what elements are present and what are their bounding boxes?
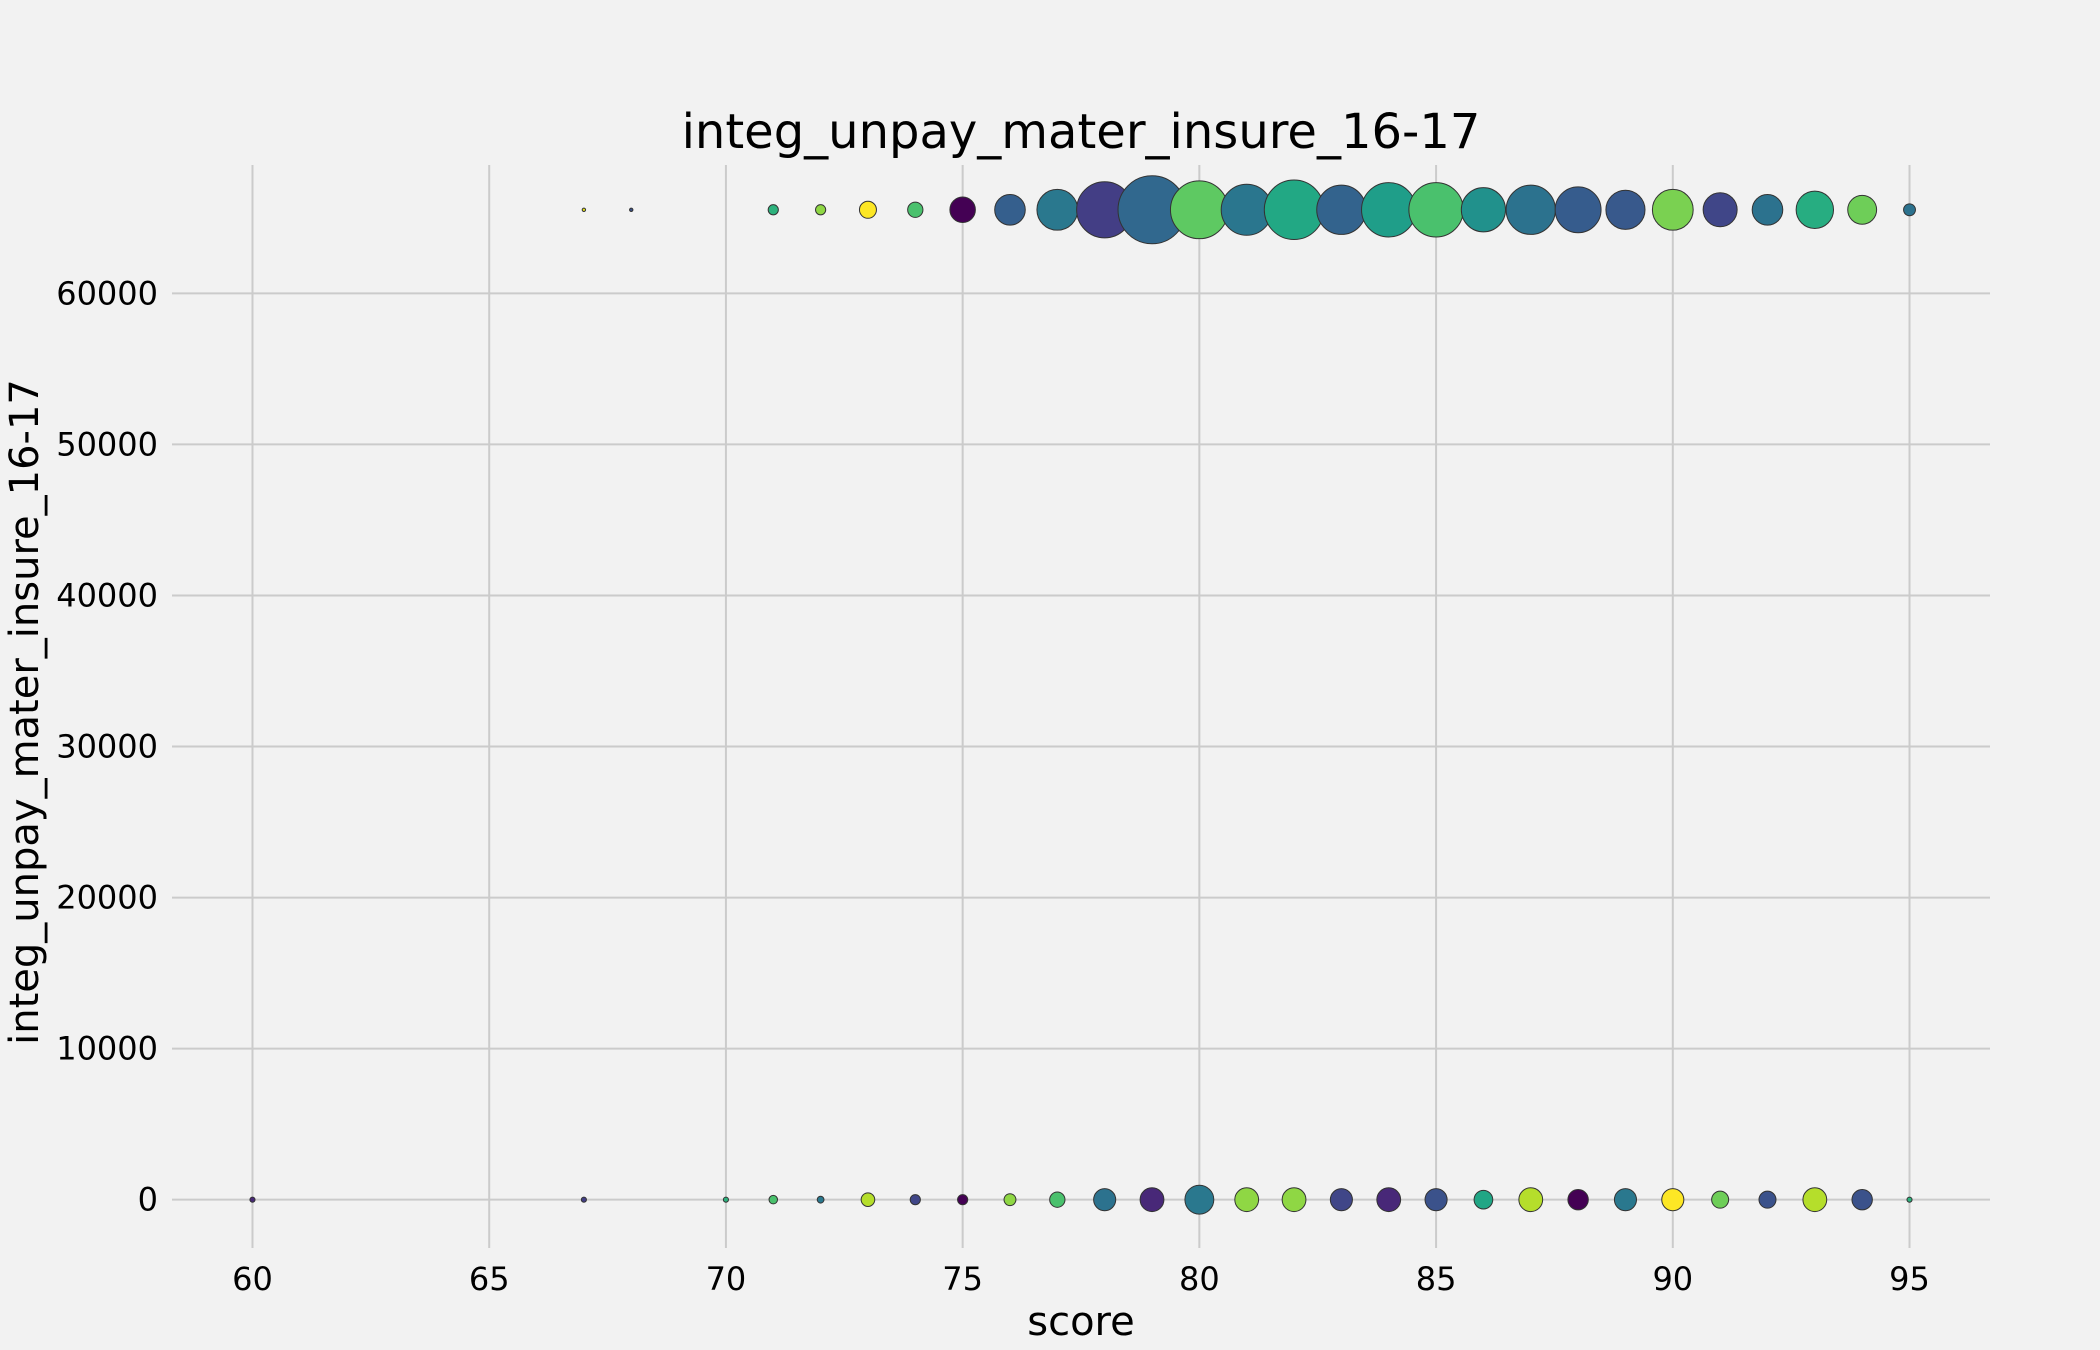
point-y0-x67	[580, 1196, 587, 1203]
point-y65535-x88	[1554, 186, 1602, 234]
point-y0-x90	[1661, 1188, 1685, 1212]
point-y65535-x95	[1903, 203, 1916, 217]
y-tick-50000: 50000	[56, 425, 158, 463]
point-y65535-x73	[858, 200, 877, 219]
point-y65535-x89	[1605, 189, 1646, 230]
y-tick-30000: 30000	[56, 728, 158, 766]
point-y65535-x74	[907, 201, 924, 218]
point-y0-x60	[249, 1196, 256, 1203]
point-y65535-x68	[629, 207, 634, 212]
point-y0-x87	[1518, 1187, 1544, 1213]
point-y65535-x72	[815, 204, 827, 216]
point-y65535-x84	[1361, 182, 1417, 238]
point-y0-x88	[1567, 1188, 1589, 1211]
x-tick-85: 85	[1416, 1260, 1457, 1298]
point-y0-x80	[1184, 1184, 1215, 1215]
data-points	[249, 175, 1916, 1215]
point-y0-x84	[1376, 1187, 1402, 1213]
point-y0-x74	[909, 1194, 921, 1206]
point-y0-x83	[1329, 1188, 1353, 1212]
point-y65535-x77	[1036, 188, 1079, 231]
chart-title: integ_unpay_mater_insure_16-17	[682, 104, 1481, 160]
point-y0-x86	[1473, 1189, 1494, 1210]
point-y65535-x91	[1702, 192, 1738, 228]
point-y65535-x83	[1316, 184, 1367, 235]
point-y0-x70	[722, 1196, 729, 1203]
point-y65535-x67	[581, 207, 587, 212]
x-tick-60: 60	[232, 1260, 273, 1298]
point-y0-x71	[768, 1194, 779, 1205]
point-y0-x95	[1906, 1196, 1913, 1203]
point-y0-x72	[816, 1195, 825, 1204]
point-y0-x79	[1139, 1187, 1165, 1213]
point-y65535-x90	[1651, 188, 1694, 231]
point-y65535-x92	[1751, 193, 1784, 226]
y-tick-40000: 40000	[56, 576, 158, 614]
point-y0-x81	[1234, 1187, 1260, 1213]
grid	[172, 165, 1990, 1248]
y-tick-0: 0	[138, 1181, 158, 1219]
point-y65535-x82	[1263, 179, 1325, 241]
x-tick-65: 65	[469, 1260, 510, 1298]
point-y65535-x75	[949, 196, 976, 224]
x-tick-95: 95	[1889, 1260, 1930, 1298]
point-y65535-x71	[767, 204, 779, 216]
point-y0-x89	[1613, 1188, 1638, 1212]
y-tick-labels: 0 10000 20000 30000 40000 50000 60000	[56, 274, 158, 1218]
point-y65535-x80	[1169, 180, 1229, 240]
point-y65535-x87	[1505, 184, 1556, 235]
point-y0-x93	[1802, 1187, 1828, 1213]
point-y0-x82	[1281, 1187, 1307, 1213]
point-y0-x73	[860, 1192, 876, 1207]
point-y65535-x86	[1460, 187, 1507, 233]
x-tick-75: 75	[942, 1260, 983, 1298]
point-y65535-x85	[1408, 182, 1464, 238]
point-y0-x77	[1049, 1191, 1066, 1208]
point-y0-x78	[1093, 1188, 1117, 1212]
point-y65535-x94	[1847, 194, 1878, 225]
y-tick-20000: 20000	[56, 879, 158, 917]
x-axis-label: score	[1027, 1299, 1134, 1345]
x-tick-80: 80	[1179, 1260, 1220, 1298]
y-tick-10000: 10000	[56, 1030, 158, 1068]
y-axis-label: integ_unpay_mater_insure_16-17	[2, 379, 48, 1045]
point-y0-x85	[1424, 1188, 1448, 1212]
x-tick-labels: 60 65 70 75 80 85 90 95	[232, 1260, 1930, 1298]
x-tick-90: 90	[1652, 1260, 1693, 1298]
point-y0-x75	[957, 1194, 969, 1206]
point-y0-x92	[1758, 1190, 1777, 1209]
y-tick-60000: 60000	[56, 274, 158, 312]
point-y0-x91	[1711, 1190, 1730, 1209]
point-y65535-x76	[994, 193, 1026, 226]
point-y0-x76	[1003, 1193, 1017, 1207]
point-y65535-x93	[1795, 190, 1835, 229]
x-tick-70: 70	[706, 1260, 747, 1298]
point-y0-x94	[1851, 1188, 1873, 1211]
